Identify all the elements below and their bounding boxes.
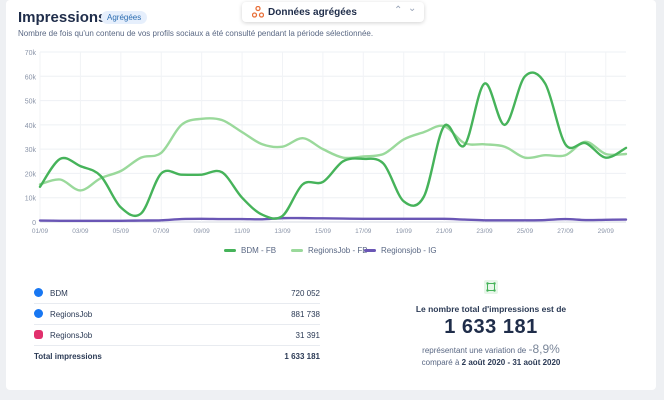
expand-frame-icon <box>484 280 498 294</box>
total-value: 1 633 181 <box>284 352 320 361</box>
facebook-icon <box>34 309 43 318</box>
y-tick-label: 0 <box>32 220 36 227</box>
impressions-line-chart: 0 10k 20k 30k 40k 50k 60k 70k 01/09 03/09 05/09 07/… <box>25 50 628 235</box>
variation-prefix: représentant une variation de <box>422 346 527 355</box>
y-tick-label: 50k <box>25 99 37 106</box>
x-tick-label: 17/09 <box>355 228 372 235</box>
series-line-bdm-fb[interactable] <box>38 71 628 220</box>
legend-label: Regionsjob - IG <box>381 246 437 255</box>
selector-label: Données agrégées <box>268 7 357 18</box>
page-subtitle: Nombre de fois qu'un contenu de vos prof… <box>18 29 374 38</box>
legend-swatch <box>291 249 303 252</box>
row-value: 881 738 <box>291 310 320 319</box>
x-tick-label: 27/09 <box>557 228 574 235</box>
page-title: Impressions <box>18 9 107 26</box>
share-nodes-icon <box>252 6 264 18</box>
legend-label: BDM - FB <box>241 246 277 255</box>
x-tick-label: 29/09 <box>598 228 615 235</box>
x-tick-label: 03/09 <box>72 228 89 235</box>
y-tick-label: 60k <box>25 74 37 81</box>
table-row: RegionsJob 31 391 <box>34 325 320 346</box>
summary-variation: représentant une variation de -8,9% <box>386 342 596 356</box>
table-row: BDM 720 052 <box>34 283 320 304</box>
total-label: Total impressions <box>34 352 102 361</box>
summary-heading: Le nombre total d'impressions est de <box>415 304 567 314</box>
y-tick-label: 10k <box>25 196 37 203</box>
x-tick-label: 11/09 <box>234 228 250 235</box>
x-tick-label: 15/09 <box>315 228 332 235</box>
x-tick-label: 01/09 <box>32 228 49 235</box>
table-row: RegionsJob 881 738 <box>34 304 320 325</box>
impressions-table: BDM 720 052 RegionsJob 881 738 RegionsJo… <box>34 283 320 366</box>
compare-period: 2 août 2020 - 31 août 2020 <box>461 358 561 367</box>
x-tick-label: 21/09 <box>436 228 453 235</box>
y-tick-label: 70k <box>25 50 37 57</box>
variation-value: -8,9% <box>528 342 560 356</box>
x-tick-label: 07/09 <box>153 228 170 235</box>
legend-swatch <box>224 249 236 252</box>
chevron-up-icon[interactable]: ⌃ <box>394 5 403 16</box>
y-tick-label: 20k <box>25 171 37 178</box>
row-label: RegionsJob <box>50 310 93 319</box>
aggregated-badge: Agrégées <box>101 11 148 24</box>
impressions-card: Impressions Agrégées Nombre de fois qu'u… <box>6 0 656 390</box>
y-tick-label: 40k <box>25 123 37 130</box>
row-value: 31 391 <box>295 331 320 340</box>
row-value: 720 052 <box>291 289 320 298</box>
x-tick-label: 13/09 <box>274 228 291 235</box>
facebook-icon <box>34 288 43 297</box>
x-tick-label: 25/09 <box>517 228 534 235</box>
chevron-down-icon[interactable]: ⌄ <box>408 3 417 14</box>
legend-label: RegionsJob - FB <box>308 246 368 255</box>
legend-item-regionsjob-ig[interactable]: Regionsjob - IG <box>364 246 437 255</box>
compare-prefix: comparé à <box>421 358 460 367</box>
table-total-row: Total impressions 1 633 181 <box>34 346 320 366</box>
row-label: RegionsJob <box>50 331 93 340</box>
row-label: BDM <box>50 289 68 298</box>
y-tick-label: 30k <box>25 147 37 154</box>
summary-total: 1 633 181 <box>444 316 538 338</box>
series-line-regionsjob-ig[interactable] <box>38 216 628 223</box>
legend-swatch <box>364 249 376 252</box>
instagram-icon <box>34 330 43 339</box>
legend-item-bdm-fb[interactable]: BDM - FB <box>224 246 276 255</box>
x-tick-label: 09/09 <box>194 228 211 235</box>
legend-item-regionsjob-fb[interactable]: RegionsJob - FB <box>291 246 368 255</box>
x-tick-label: 05/09 <box>113 228 130 235</box>
series-line-regionsjob-fb[interactable] <box>38 117 628 192</box>
x-tick-label: 19/09 <box>396 228 413 235</box>
data-selector-dropdown[interactable]: Données agrégées ⌃ ⌄ <box>242 2 424 22</box>
x-tick-label: 23/09 <box>476 228 493 235</box>
summary-compare: comparé à 2 août 2020 - 31 août 2020 <box>386 358 596 367</box>
